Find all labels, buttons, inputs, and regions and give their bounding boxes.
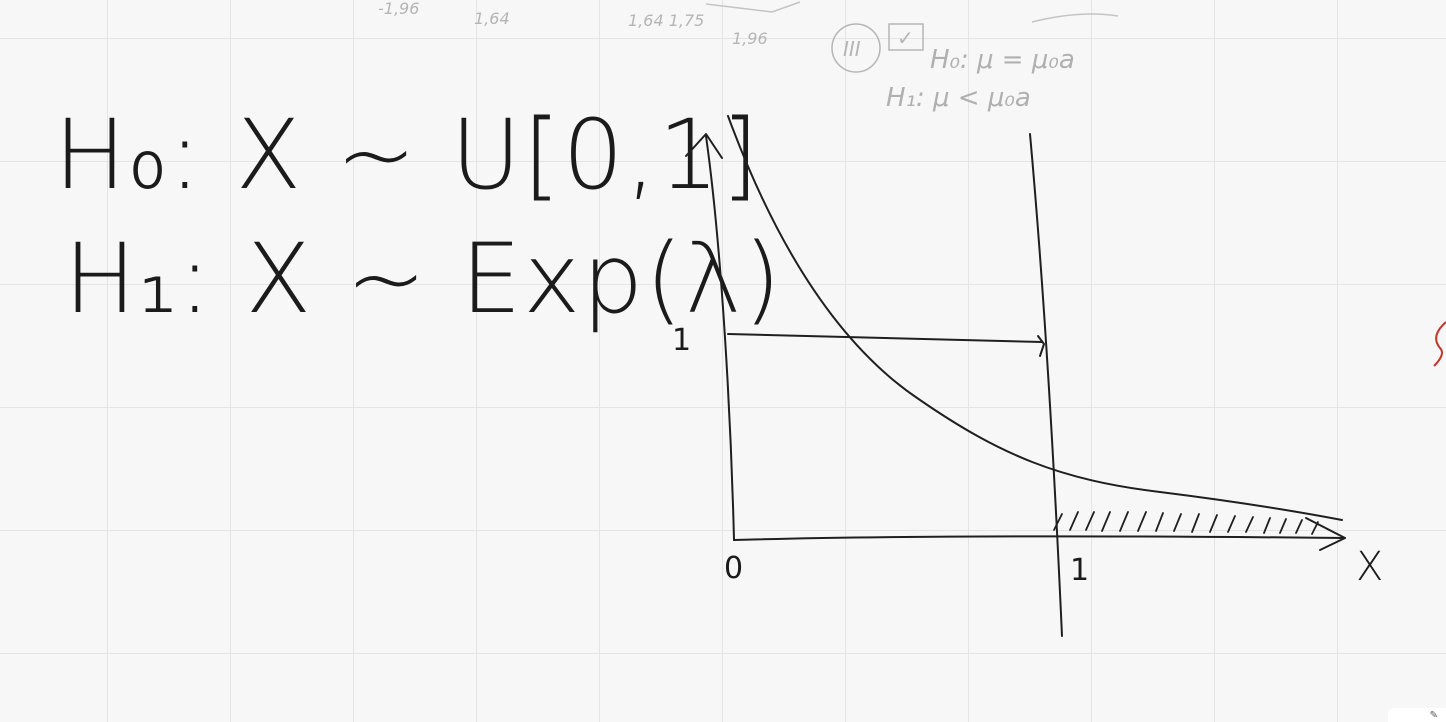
faint-roman-numeral: III — [843, 37, 861, 61]
faint-check-icon: ✓ — [897, 26, 914, 50]
hypothesis-h0: H₀: X ~ U[0,1] — [54, 99, 761, 211]
hypothesis-h1: H₁: X ~ Exp(λ) — [64, 223, 783, 335]
faint-scribble-right — [1031, 13, 1119, 23]
x-axis — [733, 535, 1346, 541]
faint-number-d: 1,96 — [732, 29, 768, 48]
faint-hypothesis-h0: H₀: μ = μ₀a — [930, 45, 1075, 75]
toolbar-corner-button[interactable]: ✎ — [1388, 708, 1446, 722]
faint-number-a: -1,96 — [378, 0, 419, 18]
faint-circle — [831, 23, 881, 73]
uniform-density-tick — [1037, 335, 1045, 357]
x-origin-label: 0 — [724, 551, 743, 586]
x-axis-label: X — [1356, 544, 1383, 590]
faint-number-c: 1,64 1,75 — [628, 11, 704, 30]
y-axis-arrow — [685, 133, 723, 159]
x-axis-arrow — [1305, 517, 1346, 551]
uniform-density-line — [727, 333, 1043, 343]
x-tick-label-one: 1 — [1070, 553, 1089, 588]
y-axis — [705, 135, 735, 541]
faint-box — [888, 23, 924, 51]
pencil-icon: ✎ — [1429, 710, 1438, 721]
faint-scribble — [705, 1, 801, 13]
hatched-rejection-region — [1053, 511, 1319, 535]
y-tick-label-one: 1 — [672, 323, 691, 358]
faint-hypothesis-h1: H₁: μ < μ₀a — [886, 83, 1031, 113]
faint-number-b: 1,64 — [474, 9, 510, 28]
exponential-density-curve — [727, 115, 1343, 521]
red-ink-mark — [1433, 321, 1446, 367]
vertical-line-x-one — [1029, 133, 1063, 637]
